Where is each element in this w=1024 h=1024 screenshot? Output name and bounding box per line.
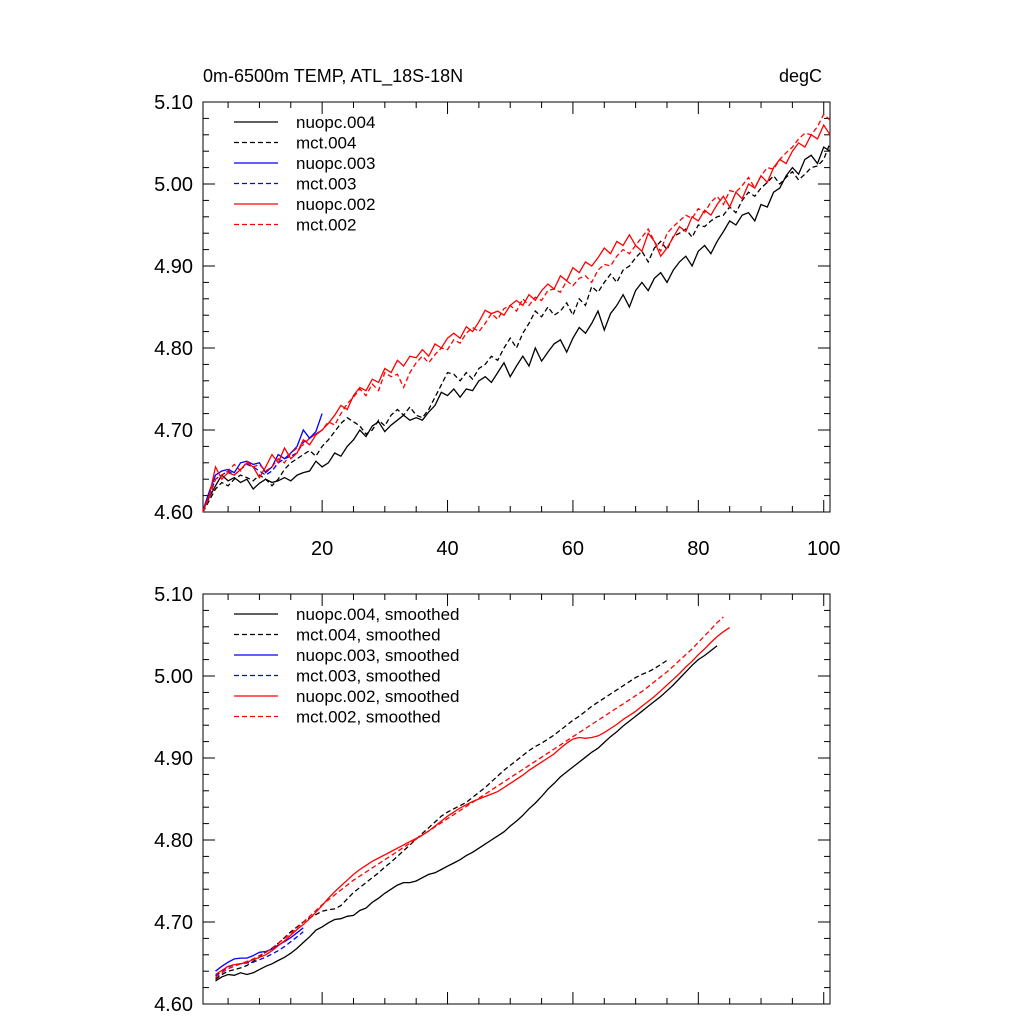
y-tick-label: 4.70 <box>154 912 193 934</box>
legend-label: nuopc.002 <box>296 195 375 214</box>
legend-label: nuopc.003, smoothed <box>296 646 460 665</box>
legend-label: mct.004 <box>296 134 356 153</box>
x-tick-label: 60 <box>562 538 584 560</box>
top-panel: 0m-6500m TEMP, ATL_18S-18N degC 4.60 4.70… <box>154 66 840 560</box>
plot-frame <box>202 593 831 1005</box>
unit-label: degC <box>779 66 822 86</box>
legend-label: nuopc.004, smoothed <box>296 605 460 624</box>
series-line <box>202 429 323 511</box>
series-line <box>202 113 831 513</box>
y-tick-label: 4.60 <box>154 502 193 524</box>
bottom-panel: 4.60 4.70 4.80 4.90 5.00 5.10 nuopc.004, smoot… <box>154 584 831 1016</box>
y-tick-label: 5.00 <box>154 666 193 688</box>
chart-title: 0m-6500m TEMP, ATL_18S-18N <box>203 66 463 87</box>
y-tick-label: 4.70 <box>154 420 193 442</box>
series-line <box>215 616 724 979</box>
series-line <box>202 413 323 511</box>
y-tick-label: 4.90 <box>154 256 193 278</box>
legend-label: mct.003 <box>296 175 356 194</box>
y-tick-label: 5.10 <box>154 92 193 114</box>
series-line <box>215 659 668 980</box>
legend-label: mct.003, smoothed <box>296 667 441 686</box>
y-tick-label: 4.80 <box>154 338 193 360</box>
series-line <box>215 927 304 972</box>
x-tick-label: 100 <box>807 538 840 560</box>
x-tick-label: 80 <box>687 538 709 560</box>
series-line <box>202 123 831 511</box>
x-tick-label: 20 <box>311 538 333 560</box>
x-tick-label: 40 <box>436 538 458 560</box>
legend-label: mct.002 <box>296 216 356 235</box>
legend-label: mct.002, smoothed <box>296 708 441 727</box>
legend-label: nuopc.003 <box>296 154 375 173</box>
series-line <box>202 142 831 513</box>
series-line <box>215 645 718 982</box>
legend-label: mct.004, smoothed <box>296 626 441 645</box>
legend-label: nuopc.002, smoothed <box>296 687 460 706</box>
series-line <box>202 146 831 511</box>
y-tick-label: 4.90 <box>154 748 193 770</box>
y-tick-label: 4.60 <box>154 994 193 1016</box>
legend-label: nuopc.004 <box>296 113 375 132</box>
y-tick-label: 5.10 <box>154 584 193 606</box>
plot-frame <box>202 101 831 513</box>
y-tick-label: 4.80 <box>154 830 193 852</box>
series-line <box>215 627 731 976</box>
y-tick-label: 5.00 <box>154 174 193 196</box>
